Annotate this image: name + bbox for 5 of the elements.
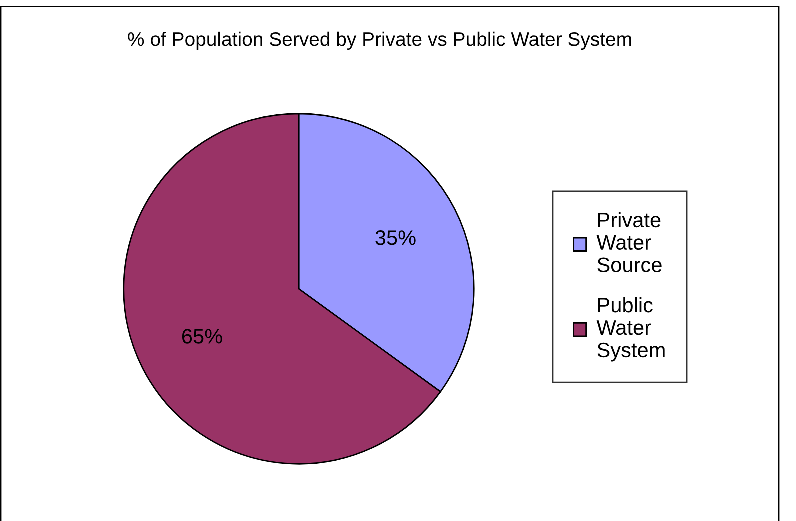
data-label: 65% — [182, 329, 222, 344]
data-label: 35% — [376, 230, 416, 246]
chart-title: % of Population Served by Private vs Public Water System — [128, 32, 632, 50]
legend-label: Public Water System — [596, 297, 665, 362]
legend-label: Private Water Source — [596, 212, 662, 272]
